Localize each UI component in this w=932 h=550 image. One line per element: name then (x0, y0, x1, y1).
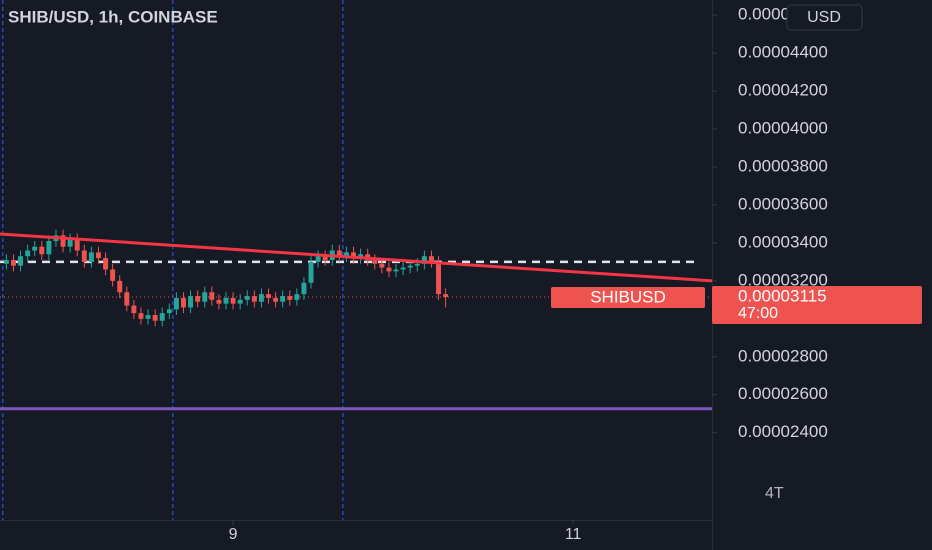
candle-body (202, 292, 208, 302)
candle-body (237, 299, 243, 304)
candle-body (131, 305, 137, 314)
candle-body (351, 252, 356, 259)
candle-body (322, 256, 328, 260)
candle-body (18, 256, 24, 266)
candle-body (400, 267, 406, 270)
candle-body (46, 241, 52, 255)
candle-body (39, 246, 45, 255)
candle-body (60, 235, 66, 247)
candle-body (152, 315, 158, 321)
y-tick-label: 0.00002800 (738, 346, 828, 365)
y-tick-label: 0.00002600 (738, 384, 828, 403)
x-tick-label: 9 (229, 526, 238, 543)
candle-body (287, 296, 293, 300)
candle-body (173, 297, 179, 310)
y-tick-label: 0.00003400 (738, 232, 828, 251)
y-tick-label: 0.00003200 (738, 270, 828, 289)
candle-body (336, 250, 342, 257)
candle-body (372, 260, 378, 264)
candle-body (223, 297, 229, 304)
candle-body (443, 294, 449, 298)
candle-body (117, 280, 123, 293)
y-tick-label: 0.00002400 (738, 422, 828, 441)
candle-body (421, 256, 427, 264)
candle-body (110, 269, 116, 281)
candle-body (230, 297, 236, 304)
countdown-label: 47:00 (738, 305, 778, 322)
currency-badge[interactable] (786, 4, 863, 31)
candle-body (251, 296, 257, 302)
symbol-label-bg (551, 287, 705, 309)
symbol-label: SHIBUSD (590, 287, 666, 306)
chart-title: SHIB/USD, 1h, COINBASE (8, 7, 218, 26)
candle-body (159, 313, 165, 321)
y-tick-label: 0.00004200 (738, 81, 828, 100)
candle-body (32, 246, 38, 251)
candle-body (124, 292, 130, 306)
y-tick-label: 0.00003800 (738, 156, 828, 175)
candle-body (3, 260, 9, 264)
candle-body (103, 258, 109, 270)
candle-body (209, 292, 215, 300)
volume-scale-label: 4T (765, 485, 784, 502)
candle-body (25, 250, 31, 257)
candle-body (195, 296, 201, 302)
candle-body (386, 267, 392, 272)
candle-body (407, 265, 413, 268)
candle-body (67, 239, 73, 247)
candle-body (145, 315, 151, 319)
candle-body (273, 297, 279, 302)
candle-body (216, 299, 222, 304)
candle-body (81, 250, 87, 262)
candle-body (74, 239, 80, 251)
candle-body (414, 263, 420, 266)
candle-body (301, 282, 307, 295)
price-label: 0.00003115 (738, 286, 827, 305)
candle-body (308, 261, 314, 283)
candle-body (315, 256, 321, 262)
candle-body (436, 261, 442, 295)
currency-label[interactable]: USD (807, 9, 841, 26)
y-tick-label: 0.00004400 (738, 43, 828, 62)
trend-line (0, 232, 713, 283)
candle-body (266, 294, 271, 298)
candle-body (138, 313, 144, 319)
candle-body (166, 309, 172, 314)
candle-body (428, 256, 434, 262)
candle-body (258, 294, 264, 302)
y-tick-label: 0.00003600 (738, 194, 828, 213)
candle-body (393, 269, 399, 272)
candle-body (358, 254, 364, 259)
candle-body (95, 252, 101, 259)
candle-body (343, 252, 349, 257)
candle-body (181, 297, 186, 308)
price-label-bg (712, 286, 922, 325)
candle-body (244, 296, 250, 300)
candle-body (280, 296, 286, 302)
candle-body (10, 260, 16, 266)
plot (0, 0, 713, 520)
candle-body (188, 296, 194, 308)
x-tick-label: 11 (565, 526, 582, 543)
candle-body (294, 294, 300, 300)
candle-body (379, 263, 385, 268)
y-tick-label: 0.00004000 (738, 119, 828, 138)
candle-body (88, 252, 94, 262)
